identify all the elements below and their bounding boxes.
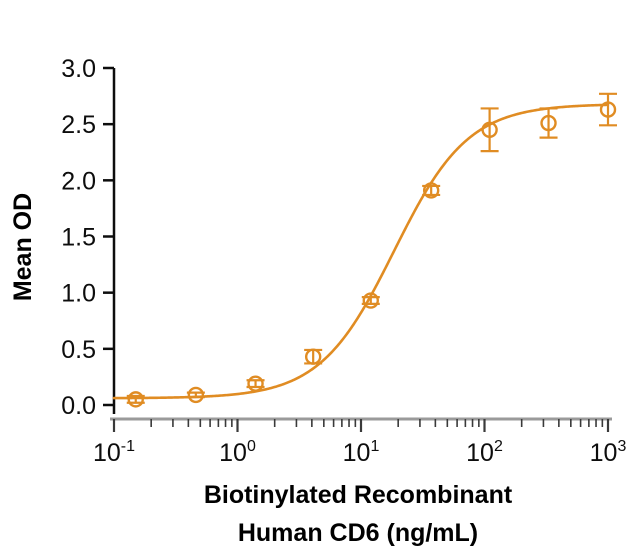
y-tick-label: 1.5 [61, 224, 96, 252]
y-tick-label: 3.0 [61, 55, 96, 83]
x-tick-label: 100 [219, 438, 256, 467]
x-axis-title-line1: Biotinylated Recombinant [204, 481, 513, 509]
data-point [481, 121, 498, 138]
data-point [247, 375, 264, 392]
x-axis-title-line2: Human CD6 (ng/mL) [238, 519, 478, 547]
data-point [362, 292, 379, 309]
x-axis-tick-labels: 10-1 100 101 102 103 [93, 438, 626, 467]
data-point [540, 114, 557, 132]
y-axis-title: Mean OD [9, 193, 37, 301]
x-tick-label: 10-1 [93, 438, 135, 467]
data-point [422, 182, 440, 199]
x-tick-label: 103 [590, 438, 627, 467]
x-tick-label: 101 [343, 438, 380, 467]
data-point [127, 391, 144, 408]
data-point [304, 348, 322, 365]
y-axis-tick-labels: 0.0 0.5 1.0 1.5 2.0 2.5 3.0 [61, 55, 96, 420]
y-tick-label: 0.5 [61, 336, 96, 364]
y-tick-label: 1.0 [61, 280, 96, 308]
y-tick-label: 2.0 [61, 167, 96, 195]
data-point [599, 101, 617, 118]
y-tick-label: 0.0 [61, 392, 96, 420]
y-axis-ticks [103, 66, 114, 407]
data-point-markers [127, 101, 617, 408]
data-point [187, 386, 205, 404]
x-tick-label: 102 [466, 438, 503, 467]
y-tick-label: 2.5 [61, 111, 96, 139]
x-axis-minor-ticks [112, 419, 610, 432]
